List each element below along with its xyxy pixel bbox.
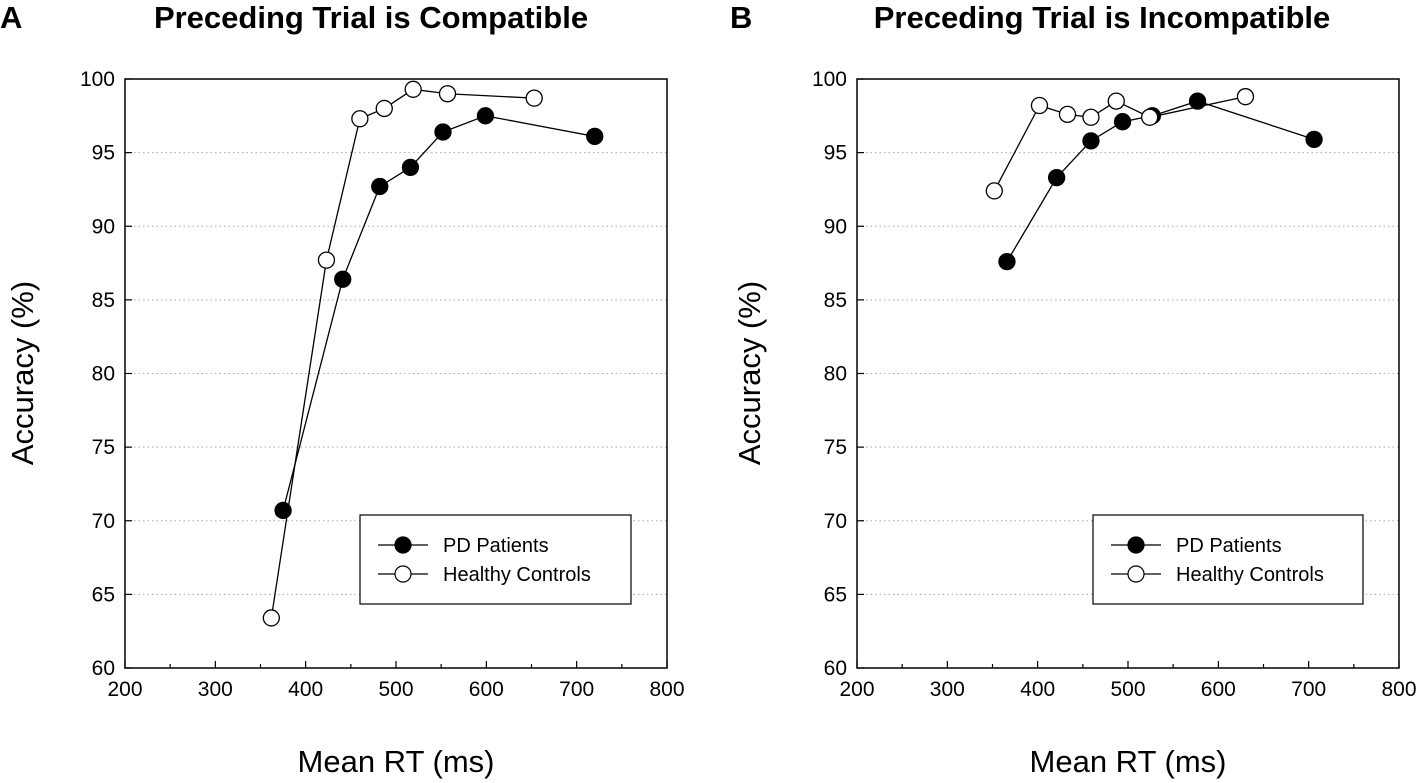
healthy-controls-point	[375, 99, 393, 118]
y-tick-label: 70	[92, 510, 115, 533]
healthy-controls-point	[438, 85, 457, 103]
legend-box	[359, 514, 632, 605]
pd-patients-point	[371, 177, 389, 196]
y-tick-label: 85	[824, 289, 847, 312]
healthy-controls-point	[1141, 108, 1159, 126]
y-tick-label: 80	[824, 363, 847, 386]
healthy-controls-point	[1236, 88, 1255, 106]
y-tick-label: 90	[824, 215, 847, 238]
panel-a-series	[262, 80, 604, 627]
panel-b-x-axis-label: Mean RT (ms)	[1030, 744, 1227, 779]
x-tick-label: 500	[1110, 678, 1145, 701]
healthy-controls-point	[525, 89, 543, 107]
panel-a-x-tick-labels: 200 300 400 500 600 700 800	[107, 678, 684, 701]
healthy-controls-point	[351, 110, 369, 128]
y-tick-label: 95	[92, 142, 115, 165]
panel-a-y-tick-labels: 60 65 70 75 80 85 90 95 100	[80, 68, 115, 680]
panel-b-y-tick-labels: 60 65 70 75 80 85 90 95 100	[812, 68, 847, 680]
pd-patients-point	[998, 252, 1016, 271]
pd-patients-point	[1305, 130, 1323, 149]
panel-b-legend: PD Patients Healthy Controls	[1092, 514, 1364, 605]
pd-patients-point	[434, 123, 452, 141]
y-tick-label: 75	[824, 436, 847, 459]
panel-a-title: Preceding Trial is Compatible	[154, 0, 588, 35]
panel-b-letter: B	[730, 0, 752, 35]
y-tick-label: 100	[80, 68, 115, 91]
y-tick-label: 75	[92, 436, 115, 459]
panel-a-letter: A	[0, 0, 22, 35]
panel-b-series	[985, 88, 1323, 271]
x-tick-label: 300	[930, 678, 965, 701]
healthy-controls-point	[1107, 92, 1125, 110]
legend-marker-hc	[1127, 565, 1145, 583]
pd-patients-point	[401, 158, 420, 177]
pd-patients-point	[1113, 113, 1132, 131]
x-tick-label: 200	[839, 678, 874, 701]
x-tick-label: 400	[1020, 678, 1055, 701]
x-tick-label: 400	[288, 678, 323, 701]
pd-patients-point	[334, 270, 352, 288]
pd-patients-point	[1082, 132, 1100, 150]
x-tick-label: 800	[649, 678, 684, 701]
legend-marker-pd	[1127, 536, 1145, 554]
healthy-controls-point	[317, 251, 336, 269]
pd-patients-point	[1047, 169, 1066, 187]
y-tick-label: 80	[92, 363, 115, 386]
y-tick-label: 70	[824, 510, 847, 533]
panel-a-y-axis-label: Accuracy (%)	[5, 281, 40, 465]
healthy-controls-point	[1058, 105, 1077, 123]
legend-label-hc: Healthy Controls	[1176, 564, 1324, 586]
healthy-controls-point	[985, 182, 1003, 200]
pd-patients-point	[274, 501, 292, 520]
healthy-controls-point	[1082, 108, 1100, 126]
x-tick-label: 600	[469, 678, 504, 701]
y-tick-label: 65	[92, 583, 115, 606]
panel-a-x-axis-label: Mean RT (ms)	[298, 744, 495, 779]
healthy-controls-line	[993, 96, 1246, 192]
legend-marker-pd	[394, 536, 412, 554]
healthy-controls-point	[262, 609, 280, 627]
x-tick-label: 300	[198, 678, 233, 701]
pd-patients-point	[476, 107, 495, 125]
healthy-controls-point	[1030, 96, 1049, 115]
pd-patients-point	[1188, 92, 1207, 110]
panel-b-y-axis-label: Accuracy (%)	[732, 281, 767, 465]
y-tick-label: 95	[824, 142, 847, 165]
y-tick-label: 60	[824, 657, 847, 680]
x-tick-label: 500	[378, 678, 413, 701]
panel-a: A Preceding Trial is Compatible 60 65 70…	[0, 0, 685, 779]
x-tick-label: 700	[1291, 678, 1326, 701]
y-tick-label: 100	[812, 68, 847, 91]
y-tick-label: 85	[92, 289, 115, 312]
pd-patients-point	[586, 127, 604, 146]
panel-b-ticks	[856, 78, 1400, 669]
legend-label-pd: PD Patients	[1176, 535, 1282, 557]
panel-b-x-tick-labels: 200 300 400 500 600 700 800	[839, 678, 1416, 701]
healthy-controls-point	[404, 80, 422, 98]
y-tick-label: 65	[824, 583, 847, 606]
y-tick-label: 90	[92, 215, 115, 238]
pd-patients-line	[282, 115, 595, 511]
panel-a-ticks	[124, 78, 668, 669]
legend-marker-hc	[394, 565, 412, 583]
x-tick-label: 800	[1381, 678, 1416, 701]
x-tick-label: 700	[559, 678, 594, 701]
y-tick-label: 60	[92, 657, 115, 680]
panel-b-title: Preceding Trial is Incompatible	[874, 0, 1331, 35]
legend-box	[1092, 514, 1364, 605]
legend-label-pd: PD Patients	[443, 535, 549, 557]
legend-label-hc: Healthy Controls	[443, 564, 591, 586]
x-tick-label: 200	[107, 678, 142, 701]
panel-b: B Preceding Trial is Incompatible 60 65 …	[730, 0, 1417, 779]
x-tick-label: 600	[1201, 678, 1236, 701]
panel-a-legend: PD Patients Healthy Controls	[359, 514, 632, 605]
